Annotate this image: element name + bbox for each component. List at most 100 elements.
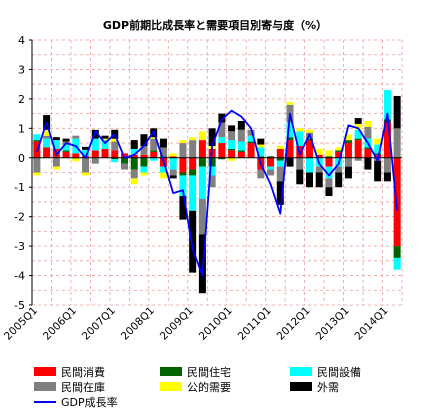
bar-segment — [189, 140, 197, 158]
bar-segment — [237, 120, 245, 130]
bar-segment — [305, 172, 314, 188]
x-tick-label: 2011Q1 — [236, 305, 274, 343]
bar-segment — [325, 166, 333, 179]
bars — [33, 90, 401, 294]
bar-segment — [315, 172, 323, 188]
bar-segment — [228, 157, 236, 161]
bar-segment — [247, 135, 255, 142]
bar-segment — [257, 156, 265, 158]
bar-segment — [43, 138, 51, 148]
bar-segment — [140, 134, 148, 146]
bar-segment — [43, 135, 51, 139]
bar-segment — [276, 157, 284, 161]
x-tick-label: 2006Q1 — [41, 305, 79, 343]
bar-segment — [374, 154, 382, 158]
bar-segment — [335, 166, 343, 173]
bar-segment — [169, 169, 177, 176]
bar-segment — [120, 157, 129, 164]
bar-segment — [218, 122, 226, 138]
bar-segment — [72, 153, 80, 158]
bar-segment — [393, 95, 401, 129]
bar-segment — [208, 166, 216, 176]
bar-segment — [374, 160, 382, 182]
bar-segment — [208, 157, 216, 167]
legend-label: 民間住宅 — [187, 365, 231, 379]
y-tick-label: 1 — [18, 122, 25, 135]
bar-segment — [315, 148, 323, 155]
bar-segment — [150, 151, 158, 158]
bar-segment — [43, 129, 51, 136]
bar-segment — [198, 199, 206, 235]
bar-segment — [72, 158, 80, 162]
bar-segment — [140, 157, 148, 167]
bar-segment — [325, 178, 333, 188]
bar-segment — [159, 147, 167, 157]
bar-segment — [237, 129, 245, 142]
bar-segment — [198, 166, 206, 199]
bar-segment — [91, 129, 99, 139]
bar-segment — [344, 134, 352, 141]
bar-segment — [179, 172, 187, 176]
bar-segment — [257, 138, 265, 145]
bar-segment — [159, 156, 167, 158]
bar-segment — [33, 140, 41, 142]
legend-swatch — [34, 367, 56, 376]
bar-segment — [305, 157, 314, 173]
bar-segment — [120, 163, 129, 170]
bar-segment — [247, 143, 255, 158]
bar-segment — [111, 138, 119, 142]
bar-segment — [267, 157, 275, 167]
bar-segment — [354, 157, 362, 161]
bar-segment — [159, 166, 167, 173]
bar-segment — [198, 140, 206, 158]
gdp-growth-line — [36, 109, 398, 277]
bar-segment — [52, 157, 60, 167]
bar-segment — [325, 156, 333, 158]
bar-segment — [228, 150, 236, 158]
bar-segment — [62, 138, 70, 142]
bar-segment — [393, 157, 401, 247]
bar-segment — [296, 169, 304, 185]
bar-segment — [247, 129, 255, 136]
bar-segment — [150, 150, 158, 152]
bar-segment — [364, 126, 372, 139]
bar-segment — [267, 156, 275, 158]
bar-segment — [383, 172, 391, 182]
bar-segment — [257, 147, 265, 157]
bar-segment — [82, 149, 90, 156]
y-tick-label: -3 — [14, 240, 25, 253]
legend-label: 公的需要 — [187, 380, 231, 394]
bar-segment — [315, 166, 323, 173]
bar-segment — [33, 172, 41, 176]
bar-segment — [91, 150, 99, 158]
bar-segment — [179, 175, 187, 197]
y-tick-label: -1 — [14, 181, 25, 194]
bar-segment — [325, 187, 333, 197]
bar-segment — [169, 153, 177, 157]
x-tick-label: 2009Q1 — [158, 305, 196, 343]
bar-segment — [374, 138, 382, 145]
bar-segment — [344, 157, 352, 167]
bar-segment — [296, 128, 304, 132]
bar-segment — [159, 138, 167, 148]
legend-label: GDP成長率 — [61, 395, 118, 409]
bar-segment — [374, 153, 382, 155]
y-tick-label: -4 — [14, 270, 25, 283]
y-tick-label: 4 — [18, 34, 25, 47]
bar-segment — [296, 131, 304, 146]
bar-segment — [276, 166, 284, 182]
bar-segment — [52, 140, 60, 149]
bar-segment — [335, 172, 343, 188]
bar-segment — [257, 144, 265, 148]
bar-segment — [276, 146, 284, 149]
bar-segment — [354, 138, 362, 141]
legend-label: 民間設備 — [317, 365, 361, 379]
legend-swatch — [34, 382, 56, 391]
bar-segment — [179, 140, 187, 144]
bar-segment — [150, 157, 158, 161]
bar-segment — [111, 157, 119, 160]
bar-segment — [393, 128, 401, 158]
bar-segment — [218, 137, 226, 144]
x-tick-label: 2014Q1 — [353, 305, 391, 343]
